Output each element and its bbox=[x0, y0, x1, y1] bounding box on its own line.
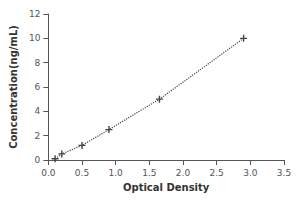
svg-text:1.0: 1.0 bbox=[109, 168, 124, 178]
svg-text:0.5: 0.5 bbox=[75, 168, 89, 178]
svg-text:0: 0 bbox=[35, 155, 41, 165]
svg-text:Optical Density: Optical Density bbox=[123, 182, 210, 193]
svg-text:3.5: 3.5 bbox=[277, 168, 291, 178]
svg-text:8: 8 bbox=[35, 58, 41, 68]
svg-text:2.0: 2.0 bbox=[176, 168, 191, 178]
svg-text:1.5: 1.5 bbox=[142, 168, 156, 178]
svg-text:12: 12 bbox=[29, 9, 40, 19]
svg-text:2: 2 bbox=[35, 131, 41, 141]
svg-text:Concentration(ng/mL): Concentration(ng/mL) bbox=[8, 25, 19, 149]
svg-text:10: 10 bbox=[29, 33, 41, 43]
svg-text:3.0: 3.0 bbox=[243, 168, 258, 178]
svg-text:6: 6 bbox=[35, 82, 41, 92]
svg-text:4: 4 bbox=[35, 106, 41, 116]
svg-text:2.5: 2.5 bbox=[210, 168, 224, 178]
svg-text:0.0: 0.0 bbox=[41, 168, 56, 178]
